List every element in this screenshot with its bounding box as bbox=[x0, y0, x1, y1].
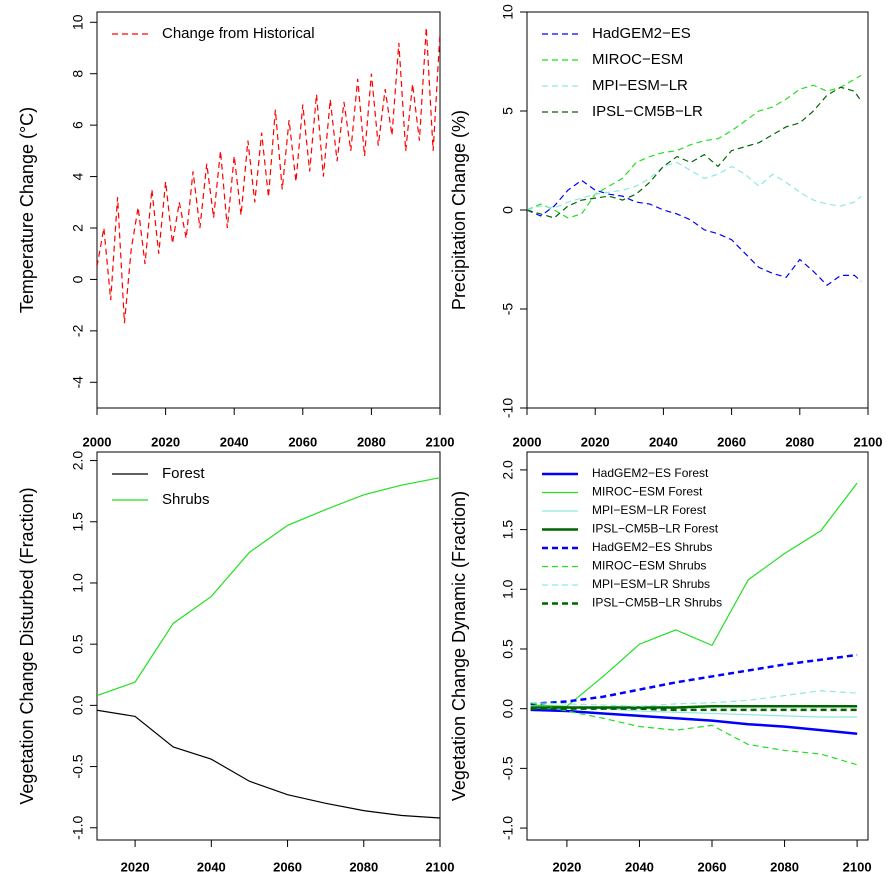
x-tick-label: 2060 bbox=[273, 859, 302, 874]
y-tick-label: 10 bbox=[70, 14, 86, 30]
data-line bbox=[530, 702, 858, 766]
y-tick-label: -2 bbox=[70, 324, 86, 337]
legend-label: Change from Historical bbox=[162, 25, 315, 42]
y-tick-label: 0.5 bbox=[500, 639, 516, 659]
y-axis-label: Vegetation Change Disturbed (Fraction) bbox=[17, 487, 37, 804]
legend-label: HadGEM2−ES Shrubs bbox=[592, 540, 712, 554]
y-tick-label: 4 bbox=[70, 172, 86, 180]
data-line bbox=[530, 690, 858, 707]
y-tick-label: -4 bbox=[70, 376, 86, 389]
x-tick-label: 2080 bbox=[785, 434, 814, 449]
y-tick-label: 2.0 bbox=[500, 460, 516, 480]
legend-label: MPI−ESM−LR Shrubs bbox=[592, 577, 710, 591]
data-line bbox=[530, 705, 858, 709]
x-tick-label: 2020 bbox=[121, 859, 150, 874]
data-line bbox=[97, 477, 440, 697]
x-tick-label: 2000 bbox=[513, 434, 542, 449]
legend-label: Shrubs bbox=[162, 491, 210, 508]
data-line bbox=[530, 708, 858, 735]
y-axis-label: Precipitation Change (%) bbox=[449, 110, 469, 310]
x-tick-label: 2060 bbox=[717, 434, 746, 449]
data-line bbox=[527, 161, 862, 211]
legend-label: MIROC−ESM bbox=[592, 51, 683, 68]
x-tick-label: 2080 bbox=[770, 859, 799, 874]
y-tick-label: 0.5 bbox=[70, 634, 86, 654]
x-tick-label: 2100 bbox=[843, 859, 872, 874]
x-tick-label: 2060 bbox=[698, 859, 727, 874]
y-tick-label: -0.5 bbox=[70, 754, 86, 778]
y-tick-label: 2.0 bbox=[70, 451, 86, 471]
x-tick-label: 2020 bbox=[581, 434, 610, 449]
legend-label: HadGEM2−ES bbox=[592, 25, 691, 42]
x-tick-label: 2080 bbox=[349, 859, 378, 874]
x-tick-label: 2060 bbox=[288, 434, 317, 449]
x-tick-label: 2080 bbox=[357, 434, 386, 449]
x-tick-label: 2000 bbox=[83, 434, 112, 449]
plot-frame bbox=[96, 451, 441, 841]
y-axis-label: Vegetation Change Dynamic (Fraction) bbox=[449, 491, 469, 801]
x-tick-label: 2100 bbox=[426, 859, 455, 874]
x-tick-label: 2040 bbox=[625, 859, 654, 874]
y-tick-label: 0.0 bbox=[500, 699, 516, 719]
data-line bbox=[530, 482, 858, 707]
data-line bbox=[527, 86, 862, 219]
x-tick-label: 2020 bbox=[552, 859, 581, 874]
data-line bbox=[97, 27, 440, 324]
data-line bbox=[527, 179, 862, 287]
x-tick-label: 2020 bbox=[151, 434, 180, 449]
x-tick-label: 2100 bbox=[426, 434, 455, 449]
y-axis-label: Temperature Change (°C) bbox=[17, 107, 37, 313]
y-tick-label: 5 bbox=[500, 107, 516, 115]
x-tick-label: 2040 bbox=[220, 434, 249, 449]
legend-label: IPSL−CM5B−LR Forest bbox=[592, 522, 719, 536]
y-tick-label: 10 bbox=[500, 4, 516, 20]
data-line bbox=[530, 707, 858, 712]
legend-label: MIROC−ESM Forest bbox=[592, 485, 703, 499]
y-tick-label: -5 bbox=[500, 303, 516, 316]
legend-label: MIROC−ESM Shrubs bbox=[592, 559, 706, 573]
legend-label: Forest bbox=[162, 465, 205, 482]
legend-label: IPSL−CM5B−LR bbox=[592, 103, 703, 120]
legend-label: MPI−ESM−LR Forest bbox=[592, 503, 707, 517]
plot-frame bbox=[96, 11, 441, 409]
y-tick-label: -0.5 bbox=[500, 756, 516, 780]
legend-label: MPI−ESM−LR bbox=[592, 77, 688, 94]
plot-frame bbox=[526, 451, 869, 841]
y-tick-label: 2 bbox=[70, 224, 86, 232]
y-tick-label: 0 bbox=[500, 206, 516, 214]
y-tick-label: 0 bbox=[70, 275, 86, 283]
legend-label: HadGEM2−ES Forest bbox=[592, 466, 709, 480]
data-line bbox=[530, 653, 858, 706]
y-tick-label: 0.0 bbox=[70, 695, 86, 715]
y-tick-label: -10 bbox=[500, 398, 516, 418]
y-tick-label: 1.5 bbox=[70, 512, 86, 532]
y-tick-label: 1.5 bbox=[500, 520, 516, 540]
x-tick-label: 2100 bbox=[854, 434, 883, 449]
y-tick-label: -1.0 bbox=[500, 816, 516, 840]
data-line bbox=[527, 74, 862, 219]
plot-frame bbox=[526, 11, 869, 409]
legend-label: IPSL−CM5B−LR Shrubs bbox=[592, 596, 722, 610]
x-tick-label: 2040 bbox=[649, 434, 678, 449]
data-line bbox=[97, 709, 440, 819]
y-tick-label: 8 bbox=[70, 70, 86, 78]
y-tick-label: 1.0 bbox=[70, 573, 86, 593]
y-tick-label: 6 bbox=[70, 121, 86, 129]
x-tick-label: 2040 bbox=[197, 859, 226, 874]
y-tick-label: 1.0 bbox=[500, 579, 516, 599]
y-tick-label: -1.0 bbox=[70, 815, 86, 839]
